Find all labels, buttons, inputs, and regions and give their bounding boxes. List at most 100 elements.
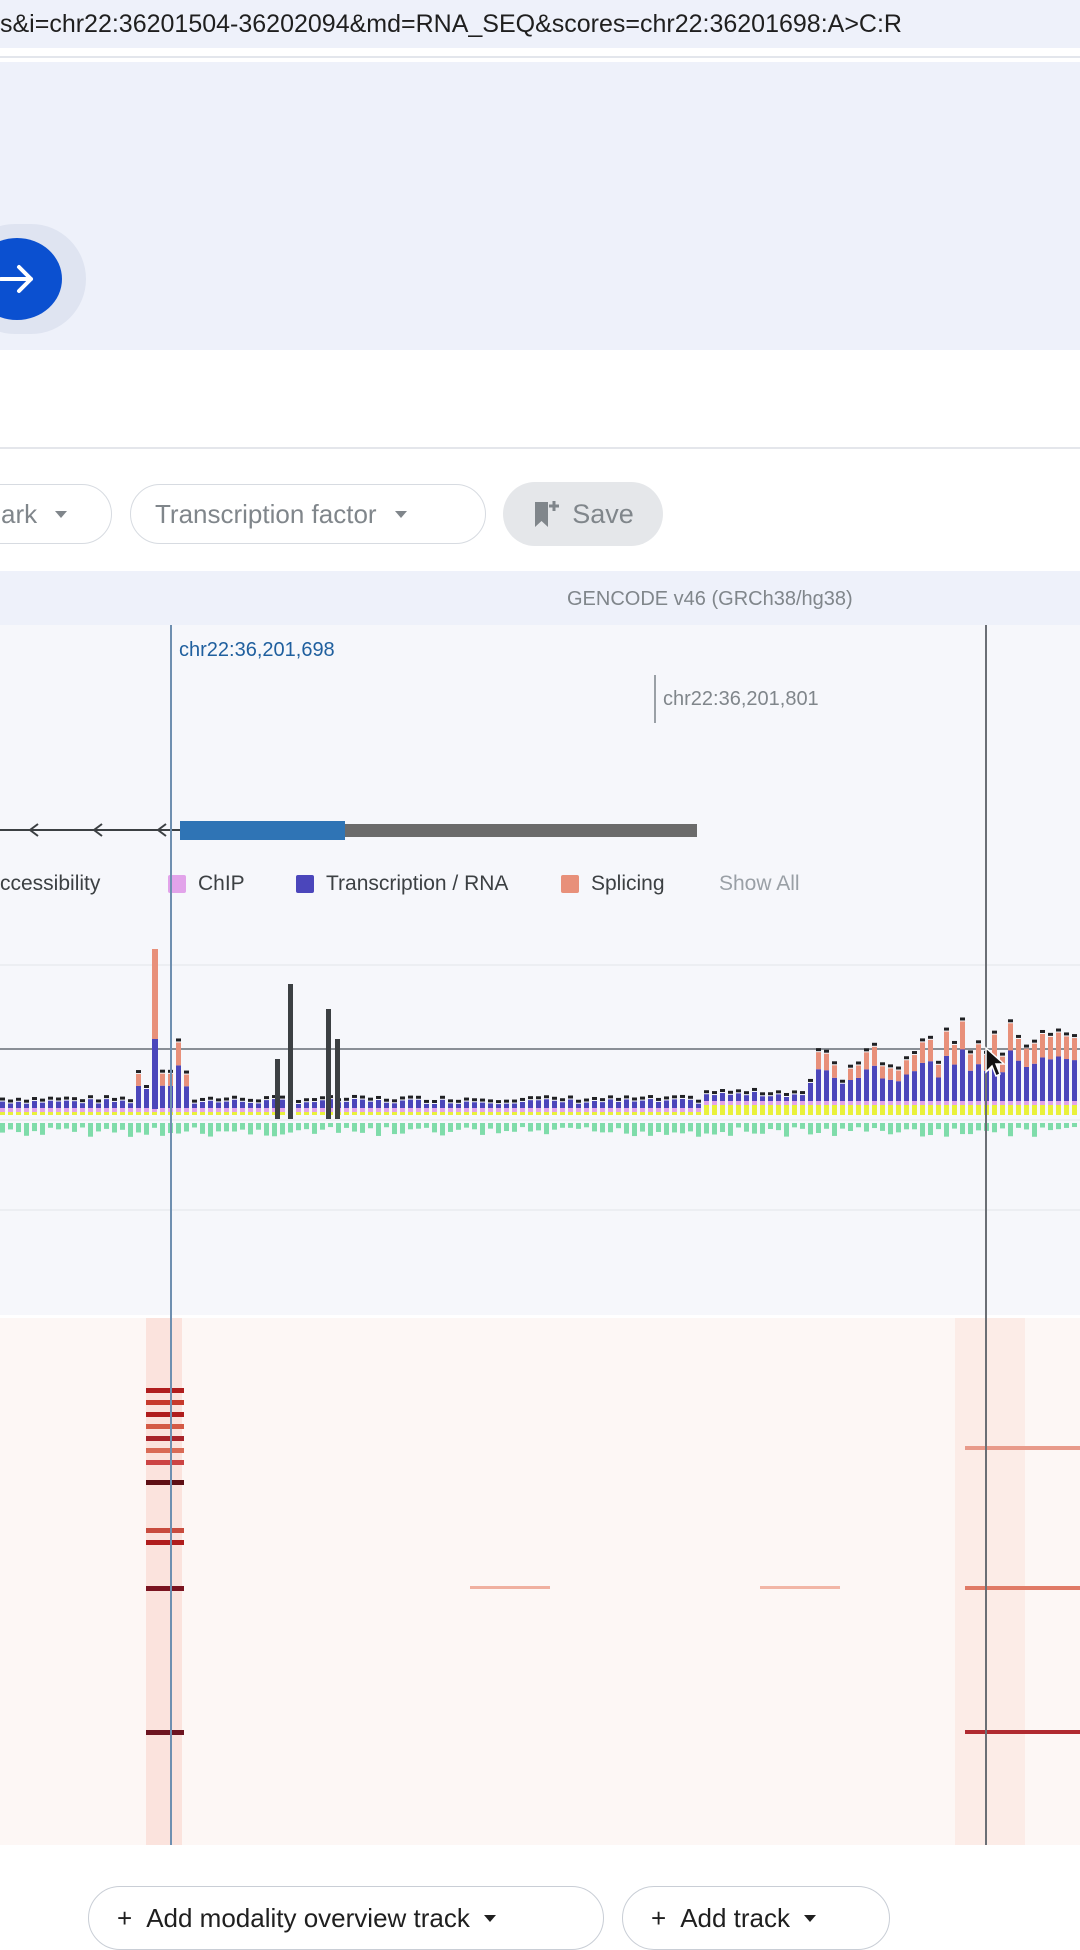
- bar-chip: [920, 1101, 925, 1105]
- bar-chip: [1072, 1101, 1077, 1105]
- bar-accessibility: [664, 1112, 669, 1115]
- transcription-factor-dropdown[interactable]: Transcription factor: [130, 484, 486, 544]
- bar-chip: [32, 1108, 37, 1112]
- bar-accessibility: [72, 1112, 77, 1115]
- bar-chip: [464, 1108, 469, 1112]
- bar-cap: [1064, 1032, 1069, 1036]
- heatmap-row-mark: [146, 1480, 184, 1485]
- bar-chip: [640, 1108, 645, 1112]
- bar-chip: [680, 1108, 685, 1112]
- bar-accessibility: [80, 1112, 85, 1115]
- bar-accessibility: [392, 1112, 397, 1115]
- bar-cap: [176, 1038, 181, 1042]
- bar-cap: [512, 1099, 517, 1103]
- bar-cap: [936, 1060, 941, 1064]
- bar-cage: [275, 1059, 280, 1119]
- show-all-link[interactable]: Show All: [719, 872, 800, 895]
- bar-cap: [400, 1096, 405, 1100]
- bar-chip: [840, 1101, 845, 1105]
- bar-accessibility: [640, 1112, 645, 1115]
- bar-rna: [472, 1102, 477, 1108]
- bar-accessibility: [696, 1112, 701, 1115]
- bar-rna: [432, 1103, 437, 1108]
- legend-chip[interactable]: ChIP: [168, 872, 245, 896]
- bar-negative: [856, 1123, 861, 1128]
- heatmap-row-mark: [146, 1436, 184, 1441]
- bar-accessibility: [760, 1105, 765, 1115]
- add-track-button[interactable]: + Add track: [622, 1886, 890, 1950]
- bar-negative: [32, 1123, 37, 1132]
- bar-negative: [80, 1123, 85, 1128]
- bar-accessibility: [192, 1112, 197, 1115]
- bar-negative: [232, 1123, 237, 1132]
- histone-mark-dropdown[interactable]: ark: [0, 484, 112, 544]
- bar-accessibility: [8, 1112, 13, 1115]
- bar-accessibility: [432, 1112, 437, 1115]
- bar-negative: [832, 1123, 837, 1136]
- bar-negative: [648, 1123, 653, 1136]
- bar-rna: [32, 1101, 37, 1108]
- bar-accessibility: [856, 1105, 861, 1115]
- legend-transcription-rna[interactable]: Transcription / RNA: [296, 872, 508, 896]
- heatmap-hotspot: [146, 1318, 182, 1845]
- transcription-factor-label: Transcription factor: [155, 498, 377, 529]
- bar-rna: [0, 1101, 5, 1108]
- bar-rna: [1048, 1059, 1053, 1101]
- bar-cap: [8, 1099, 13, 1103]
- bar-cap: [648, 1095, 653, 1099]
- bar-rna: [224, 1101, 229, 1108]
- heatmap-row-mark: [146, 1448, 184, 1453]
- bar-negative: [976, 1123, 981, 1131]
- bar-accessibility: [352, 1112, 357, 1115]
- bar-accessibility: [400, 1112, 405, 1115]
- bar-negative: [8, 1123, 13, 1130]
- bar-accessibility: [712, 1105, 717, 1115]
- bar-splicing: [1016, 1038, 1021, 1061]
- bar-splicing: [848, 1068, 853, 1080]
- legend-splicing[interactable]: Splicing: [561, 872, 665, 896]
- bar-cap: [232, 1095, 237, 1099]
- bar-cap: [576, 1099, 581, 1103]
- bar-negative: [128, 1123, 133, 1137]
- bar-negative: [1064, 1123, 1069, 1128]
- bar-accessibility: [408, 1112, 413, 1115]
- bar-chip: [552, 1108, 557, 1112]
- bar-chip: [488, 1108, 493, 1112]
- bar-negative: [376, 1123, 381, 1136]
- bar-rna: [392, 1103, 397, 1108]
- bar-negative: [912, 1123, 917, 1130]
- bar-rna: [192, 1103, 197, 1108]
- save-button[interactable]: Save: [503, 482, 663, 546]
- bar-chip: [96, 1108, 101, 1112]
- bar-cap: [376, 1095, 381, 1099]
- bar-accessibility: [1072, 1105, 1077, 1115]
- bar-cap: [736, 1089, 741, 1093]
- bar-accessibility: [376, 1112, 381, 1115]
- bar-accessibility: [96, 1112, 101, 1115]
- bar-accessibility: [464, 1112, 469, 1115]
- bar-accessibility: [728, 1105, 733, 1115]
- bar-rna: [56, 1101, 61, 1108]
- bar-accessibility: [256, 1112, 261, 1115]
- track-viewer[interactable]: chr22:36,201,698 chr22:36,201,801: [0, 625, 1080, 1315]
- bar-negative: [448, 1123, 453, 1132]
- bar-accessibility: [896, 1105, 901, 1115]
- legend-accessibility[interactable]: ccessibility: [0, 872, 100, 896]
- bar-negative: [352, 1123, 357, 1132]
- bar-chip: [632, 1108, 637, 1112]
- bar-accessibility: [232, 1112, 237, 1115]
- bar-cap: [856, 1061, 861, 1065]
- bar-cap: [784, 1092, 789, 1096]
- bar-chip: [200, 1108, 205, 1112]
- url-bar[interactable]: s&i=chr22:36201504-36202094&md=RNA_SEQ&s…: [0, 0, 1080, 48]
- bar-accessibility: [184, 1112, 189, 1115]
- bar-accessibility: [784, 1105, 789, 1115]
- bar-accessibility: [520, 1112, 525, 1115]
- bar-chip: [440, 1108, 445, 1112]
- heatmap-row-mark: [146, 1412, 184, 1417]
- bar-negative: [608, 1123, 613, 1133]
- bar-chip: [704, 1101, 709, 1105]
- bar-cap: [344, 1097, 349, 1101]
- add-modality-overview-track-button[interactable]: + Add modality overview track: [88, 1886, 604, 1950]
- heatmap-panel[interactable]: [0, 1318, 1080, 1845]
